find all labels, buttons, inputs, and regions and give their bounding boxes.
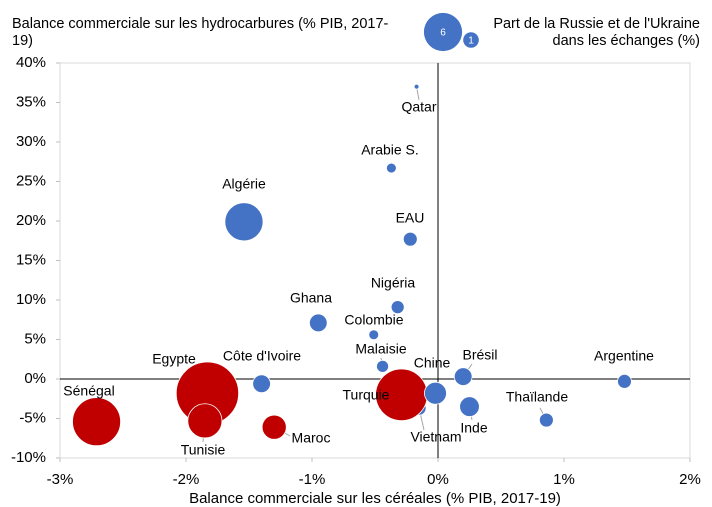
point-label: Brésil [462, 347, 497, 363]
point-label: Côte d'Ivoire [223, 348, 301, 364]
point-label: Colombie [344, 312, 403, 328]
x-tick-label: 2% [679, 471, 701, 488]
y-tick-label: 35% [16, 93, 46, 110]
bubble [402, 231, 418, 247]
x-tick-label: 1% [553, 471, 575, 488]
point-label: Vietnam [410, 429, 461, 445]
bubble [368, 329, 380, 341]
y-tick-label: 0% [24, 370, 46, 387]
y-tick-label: 15% [16, 251, 46, 268]
bubble [617, 373, 632, 389]
y-axis-title: Balance commerciale sur les hydrocarbure… [12, 16, 389, 49]
point-label: Inde [460, 420, 487, 436]
bubble [261, 414, 287, 440]
y-tick-label: 25% [16, 172, 46, 189]
y-tick-label: 20% [16, 212, 46, 229]
point-label: Maroc [292, 430, 331, 446]
point-label: Sénégal [63, 383, 114, 399]
bubble [187, 403, 223, 439]
point-label: EAU [396, 210, 425, 226]
size-legend-bubble [463, 32, 479, 48]
y-tick-label: 40% [16, 54, 46, 71]
x-tick-label: -3% [47, 471, 74, 488]
y-tick-label: 30% [16, 133, 46, 150]
point-label: Malaisie [355, 341, 407, 357]
point-label: Arabie S. [361, 142, 419, 158]
point-label: Thaïlande [506, 389, 568, 405]
bubble [252, 374, 271, 394]
bubble [376, 359, 390, 373]
x-tick-label: 0% [427, 471, 449, 488]
size-legend-label: 6 [440, 28, 446, 39]
bubble [386, 162, 397, 174]
x-tick-label: -1% [299, 471, 326, 488]
point-label: Nigéria [371, 275, 416, 291]
x-tick-label: -2% [173, 471, 200, 488]
bubble [413, 83, 420, 90]
y-tick-label: -5% [19, 409, 46, 426]
point-label: Ghana [290, 290, 332, 306]
size-legend-title: Part de la Russie et de l'Ukraine dans l… [493, 16, 700, 49]
point-label: Qatar [401, 99, 436, 115]
point-label: Egypte [152, 351, 196, 367]
bubble [72, 397, 121, 447]
y-tick-label: 5% [24, 330, 46, 347]
bubble [459, 396, 480, 417]
bubble [453, 367, 473, 386]
point-label: Argentine [594, 348, 654, 364]
bubble [538, 412, 554, 428]
point-label: Turquie [343, 387, 390, 403]
y-tick-label: -10% [11, 449, 46, 466]
y-tick-label: 10% [16, 291, 46, 308]
bubble [224, 202, 264, 242]
point-label: Chine [414, 355, 451, 371]
size-legend-label: 1 [468, 36, 474, 47]
point-label: Tunisie [181, 442, 226, 458]
bubble [390, 300, 405, 315]
size-legend-bubble [423, 12, 463, 52]
bubble [424, 381, 447, 405]
x-axis-title: Balance commerciale sur les céréales (% … [189, 490, 561, 507]
bubble [309, 313, 328, 333]
point-label: Algérie [222, 176, 266, 192]
